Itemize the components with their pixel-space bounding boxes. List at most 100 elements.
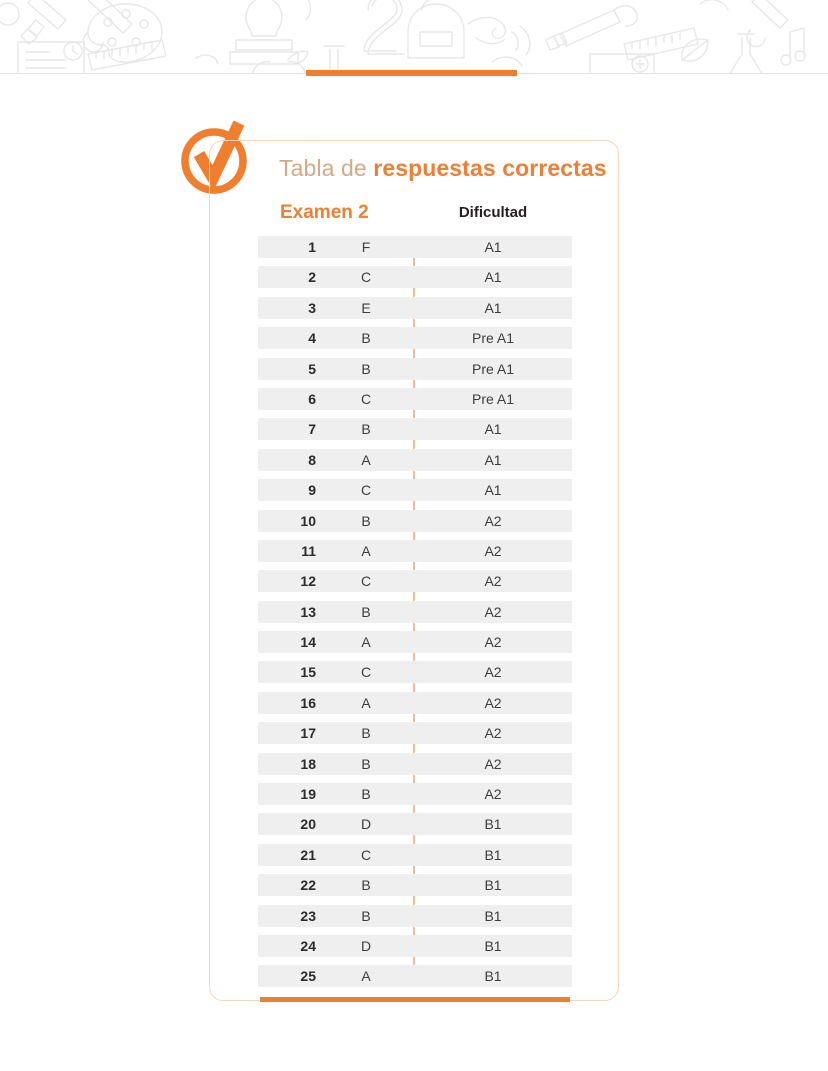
cell-difficulty: A2 — [484, 542, 502, 559]
cell-difficulty: A2 — [484, 694, 502, 711]
doodle-pattern-icon — [0, 0, 806, 74]
cell-difficulty: A2 — [484, 664, 502, 681]
check-circle-icon — [177, 120, 253, 195]
cell-answer: B — [361, 725, 371, 742]
check-circle-glyph — [181, 120, 247, 194]
table-row: 8 A A1 — [258, 448, 572, 471]
cell-answer: B — [361, 755, 371, 772]
table-row: 4 B Pre A1 — [258, 327, 572, 350]
table-row: 2 C A1 — [258, 266, 572, 289]
cell-question-number: 4 — [308, 330, 316, 347]
table-row: 7 B A1 — [258, 418, 572, 441]
table-row: 13 B A2 — [258, 600, 572, 623]
table-row: 23 B B1 — [258, 904, 572, 927]
cell-question-number: 14 — [300, 634, 316, 651]
table-row: 3 E A1 — [258, 296, 572, 319]
table-row: 18 B A2 — [258, 752, 572, 775]
cell-answer: A — [361, 968, 371, 985]
cell-answer: B — [361, 603, 371, 620]
cell-difficulty: A1 — [484, 421, 502, 438]
cell-difficulty: B1 — [484, 937, 502, 954]
cell-difficulty: A2 — [484, 634, 502, 651]
cell-answer: C — [360, 482, 372, 499]
cell-question-number: 16 — [300, 694, 316, 711]
table-row: 25 A B1 — [258, 965, 572, 988]
cell-question-number: 22 — [300, 877, 316, 894]
cell-question-number: 6 — [308, 390, 316, 407]
cell-answer: B — [361, 360, 371, 377]
bottom-accent-bar — [260, 997, 570, 1002]
title-light-part: Tabla de — [279, 155, 367, 181]
top-accent-bar — [306, 70, 517, 76]
column-header-difficulty: Dificultad — [458, 204, 528, 221]
cell-answer: A — [361, 694, 371, 711]
cell-answer: A — [361, 542, 371, 559]
table-row: 9 C A1 — [258, 479, 572, 502]
cell-question-number: 20 — [300, 816, 316, 833]
table-row: 19 B A2 — [258, 783, 572, 806]
cell-question-number: 13 — [300, 603, 316, 620]
table-row: 24 D B1 — [258, 934, 572, 957]
cell-difficulty: A1 — [484, 451, 502, 468]
cell-answer: B — [361, 512, 371, 529]
cell-question-number: 1 — [308, 239, 316, 255]
cell-answer: D — [360, 937, 372, 954]
cell-answer: C — [360, 390, 372, 407]
cell-difficulty: A2 — [484, 573, 502, 590]
cell-question-number: 3 — [308, 299, 316, 316]
cell-question-number: 21 — [300, 846, 316, 863]
cell-question-number: 10 — [300, 512, 316, 529]
cell-difficulty: Pre A1 — [471, 390, 515, 407]
title-bold-part: respuestas correctas — [373, 155, 607, 181]
cell-question-number: 8 — [308, 451, 316, 468]
cell-answer: F — [361, 239, 371, 255]
cell-question-number: 5 — [308, 360, 316, 377]
page-title: Tabla de respuestas correctas — [279, 155, 607, 182]
cell-difficulty: A2 — [484, 512, 502, 529]
cell-difficulty: B1 — [484, 968, 502, 985]
table-row: 6 C Pre A1 — [258, 387, 572, 410]
cell-question-number: 18 — [300, 755, 316, 772]
cell-difficulty: B1 — [484, 877, 502, 894]
table-row: 16 A A2 — [258, 691, 572, 714]
cell-difficulty: A1 — [484, 239, 502, 255]
cell-difficulty: B1 — [484, 816, 502, 833]
cell-difficulty: B1 — [484, 846, 502, 863]
cell-answer: D — [360, 816, 372, 833]
cell-question-number: 24 — [300, 937, 316, 954]
cell-difficulty: Pre A1 — [471, 360, 515, 377]
cell-answer: B — [361, 907, 371, 924]
column-header-exam: Examen 2 — [280, 202, 369, 223]
cell-difficulty: B1 — [484, 907, 502, 924]
table-row: 5 B Pre A1 — [258, 357, 572, 380]
cell-question-number: 7 — [308, 421, 316, 438]
cell-question-number: 9 — [308, 482, 316, 499]
table-row: 11 A A2 — [258, 539, 572, 562]
cell-difficulty: A2 — [484, 603, 502, 620]
cell-difficulty: A1 — [484, 299, 502, 316]
table-row: 15 C A2 — [258, 661, 572, 684]
answers-table: 1 F A1 2 C A1 3 E A1 4 B Pre A1 5 B Pre A1 6 C Pre A1 7 B A1… — [258, 236, 572, 996]
cell-difficulty: A2 — [484, 786, 502, 803]
table-row: 22 B B1 — [258, 874, 572, 897]
cell-answer: A — [361, 634, 371, 651]
table-row: 1 F A1 — [258, 236, 572, 258]
cell-answer: B — [361, 421, 371, 438]
cell-difficulty: A2 — [484, 725, 502, 742]
table-row: 21 C B1 — [258, 843, 572, 866]
cell-question-number: 2 — [308, 269, 316, 286]
cell-question-number: 23 — [300, 907, 316, 924]
cell-question-number: 15 — [300, 664, 316, 681]
cell-answer: E — [361, 299, 371, 316]
table-row: 20 D B1 — [258, 813, 572, 836]
table-row: 10 B A2 — [258, 509, 572, 532]
cell-answer: C — [360, 573, 372, 590]
school-supplies-doodle-band — [0, 0, 828, 74]
cell-answer: B — [361, 877, 371, 894]
cell-question-number: 25 — [300, 968, 316, 985]
cell-question-number: 19 — [300, 786, 316, 803]
cell-question-number: 17 — [300, 725, 316, 742]
cell-answer: B — [361, 330, 371, 347]
cell-question-number: 12 — [300, 573, 316, 590]
